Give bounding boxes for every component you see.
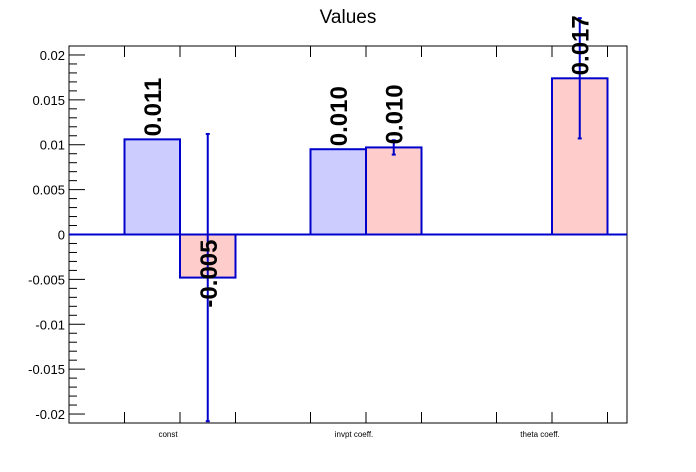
x-category-label: const	[158, 430, 178, 439]
y-tick-label: 0	[58, 228, 65, 243]
data-label: -0.005	[196, 240, 223, 308]
bar	[123, 138, 181, 236]
x-category-label: invpt coeff.	[335, 430, 374, 439]
data-label: 0.011	[140, 78, 167, 137]
bar	[309, 148, 367, 236]
x-axis: const invpt coeff. theta coeff.	[124, 46, 608, 439]
chart-title: Values	[320, 7, 377, 28]
y-tick-label: -0.015	[28, 362, 65, 377]
y-tick-label: 0.02	[40, 48, 65, 63]
bar	[365, 146, 423, 236]
x-category-label: theta coeff.	[520, 430, 559, 439]
data-label: 0.010	[382, 84, 409, 144]
y-tick-label: 0.01	[40, 138, 65, 153]
data-label: 0.017	[568, 15, 595, 75]
y-tick-label: 0.015	[32, 93, 65, 108]
data-label: 0.010	[326, 86, 353, 146]
y-tick-label: -0.01	[35, 317, 65, 332]
data-labels: 0.011 0.010 -0.005 0.010 0.017	[140, 15, 595, 307]
y-tick-label: 0.005	[32, 183, 65, 198]
bars	[69, 17, 627, 423]
y-tick-label: -0.005	[28, 272, 65, 287]
y-tick-label: -0.02	[35, 407, 65, 422]
